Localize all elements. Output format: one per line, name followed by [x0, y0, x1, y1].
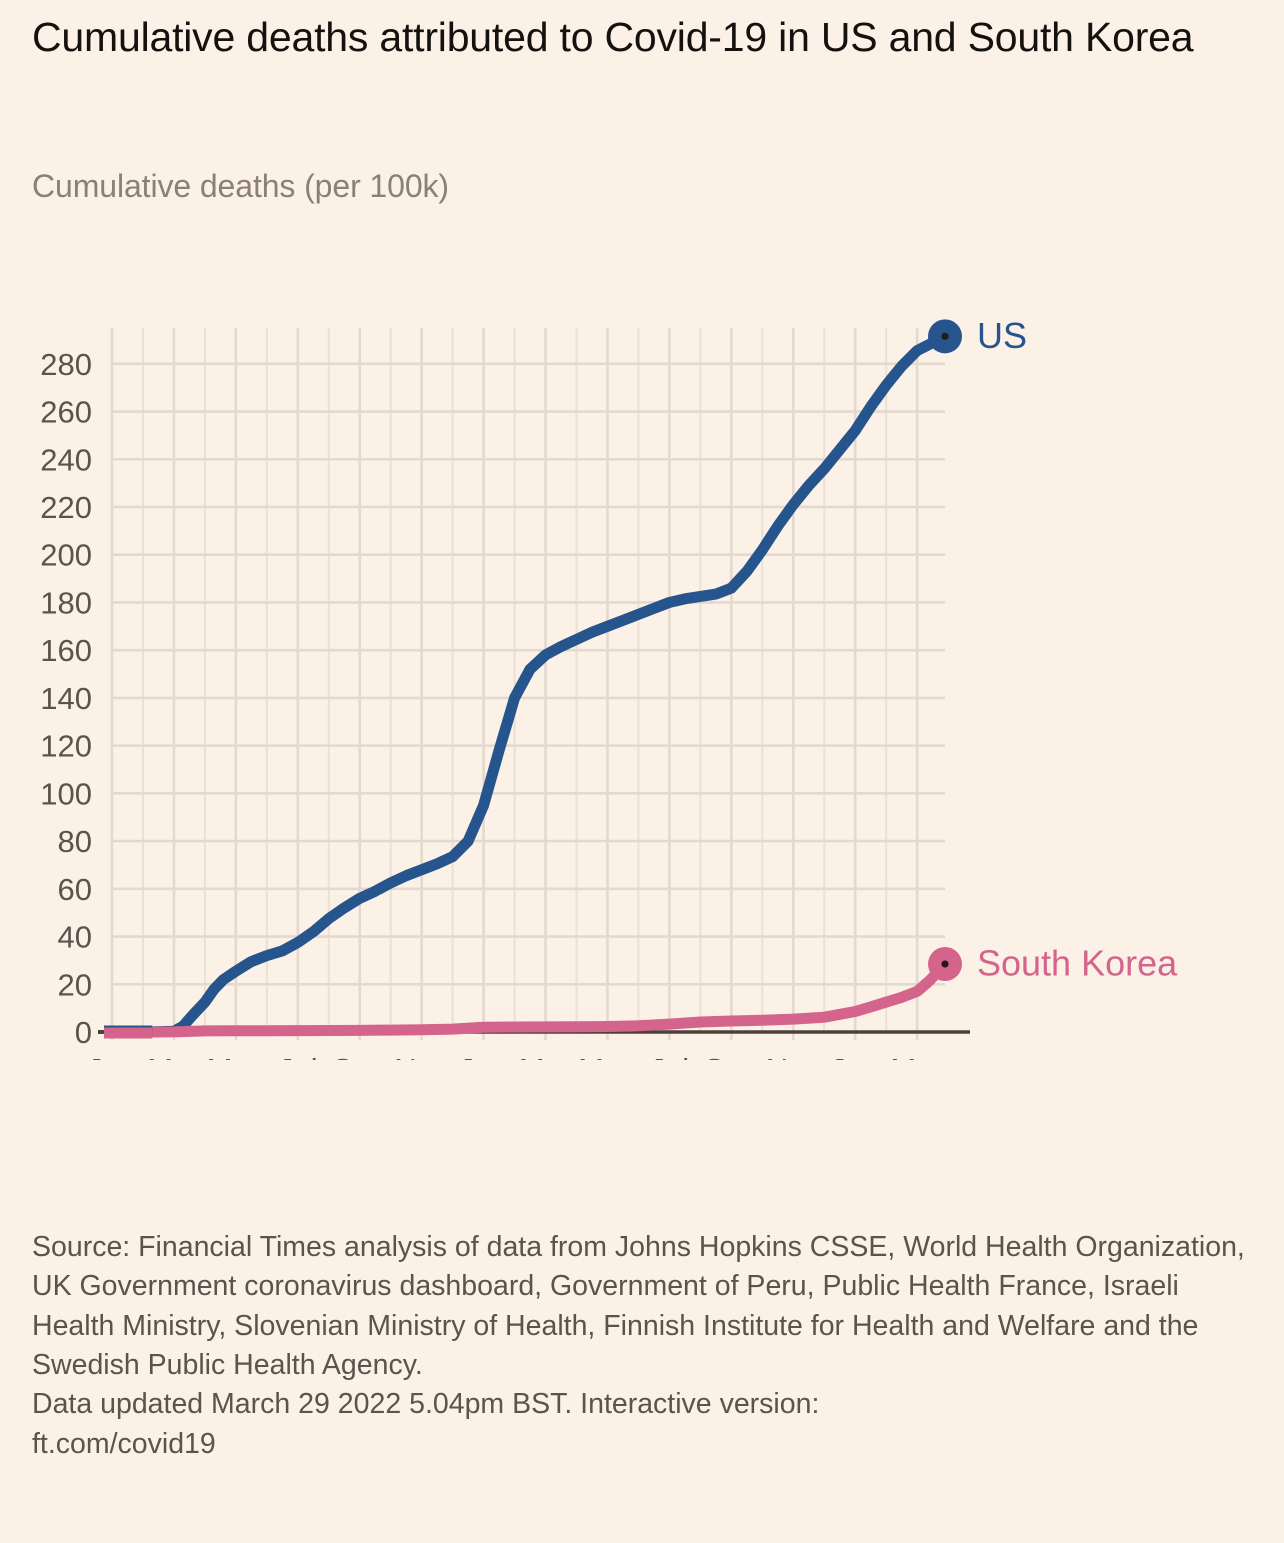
footnote-updated: Data updated March 29 2022 5.04pm BST. I…: [32, 1388, 820, 1421]
y-axis-tick-label: 160: [40, 633, 92, 668]
series-line: [106, 958, 951, 1038]
x-axis-tick-label: May: [578, 1052, 637, 1060]
y-axis-tick-label: 80: [58, 824, 92, 859]
y-axis-tick-label: 100: [40, 776, 92, 811]
series-line: [106, 330, 951, 1038]
y-axis-tick-label: 220: [40, 490, 92, 525]
series-label: South Korea: [977, 943, 1178, 984]
vertical-major-gridlines: [110, 328, 919, 1032]
line-chart-svg: 020406080100120140160180200220240260280 …: [40, 315, 1178, 1060]
series-lines: [104, 330, 951, 1039]
footnote: Source: Financial Times analysis of data…: [32, 1228, 1248, 1464]
plot-area: 0 20 40 60 80 100 120 140 160 180 200 220 240 260 280 …: [0, 300, 1284, 1060]
chart-subtitle: Cumulative deaths (per 100k): [32, 168, 449, 204]
y-axis-tick-label: 260: [40, 395, 92, 430]
x-axis-tick-label: Sep: [332, 1052, 387, 1060]
x-axis-tick-label: Jul: [650, 1052, 690, 1060]
horizontal-gridlines: [112, 362, 945, 986]
x-axis-tick-label: Nov: [766, 1052, 822, 1060]
x-axis-tick-label: Nov: [394, 1052, 450, 1060]
x-axis-tick-label: Jan: [459, 1052, 509, 1060]
x-axis-tick-label: Jan: [830, 1052, 880, 1060]
footnote-source: Source: Financial Times analysis of data…: [32, 1231, 1245, 1381]
y-axis-tick-label: 40: [58, 920, 92, 955]
y-axis-tick-label: 200: [40, 538, 92, 573]
y-axis-tick-label: 0: [75, 1015, 92, 1050]
x-axis-tick-label: Mar: [519, 1052, 572, 1060]
series-labels: US South Korea: [977, 315, 1178, 984]
y-axis-tick-label: 60: [58, 872, 92, 907]
vertical-minor-gridlines: [111, 328, 919, 1032]
y-axis-tick-label: 240: [40, 442, 92, 477]
y-axis-tick-label: 180: [40, 585, 92, 620]
y-axis-tick-label: 20: [58, 967, 92, 1002]
y-axis-tick-label: 120: [40, 729, 92, 764]
series-label: US: [977, 315, 1027, 356]
footnote-link[interactable]: ft.com/covid19: [32, 1427, 216, 1460]
series-end-marker-dot: [941, 960, 949, 968]
series-end-marker-dot: [941, 332, 949, 340]
x-axis-tick-label: Mar: [147, 1052, 200, 1060]
series-end-markers: [928, 319, 962, 981]
y-axis-tick-labels: 0 20 40 60 80 100 120 140 160 180 200 220 240 260 280: [40, 347, 110, 1050]
y-axis-tick-label: 140: [40, 681, 92, 716]
chart-title: Cumulative deaths attributed to Covid-19…: [32, 14, 1194, 60]
x-axis-tick-label: Jan: [87, 1052, 137, 1060]
x-axis-tick-label: May: [207, 1052, 266, 1060]
x-axis-tick-labels: Jan2020MarMayJulSepNovJanMarMayJulSepNov…: [87, 1052, 944, 1060]
x-axis-tick-label: Sep: [704, 1052, 759, 1060]
x-axis-tick-label: Jul: [278, 1052, 318, 1060]
y-axis-tick-label: 280: [40, 347, 92, 382]
x-axis-tick-label: Mar: [890, 1052, 943, 1060]
